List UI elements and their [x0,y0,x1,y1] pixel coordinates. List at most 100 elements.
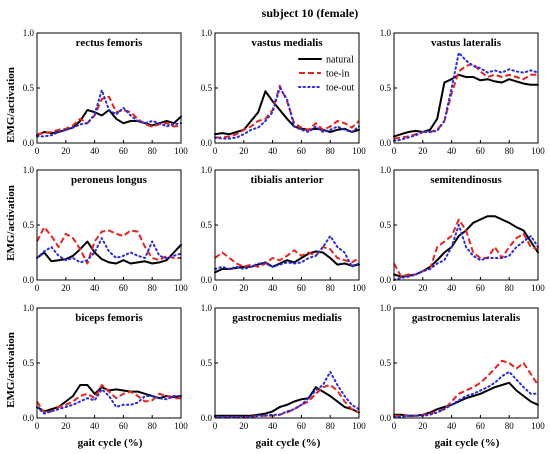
panel-peroneus-longus: peroneus longus 0 20 40 60 80 100 0.0 0.5 1.0 [23,165,189,293]
x-tick-label: 40 [268,146,278,156]
x-tick-label: 100 [174,283,188,293]
y-tick-label: 0.5 [23,220,35,230]
panel-title: gastrocnemius lateralis [412,312,521,324]
x-tick-label: 40 [90,421,100,431]
series-line-toe-in [393,62,538,140]
x-tick-label: 20 [239,283,249,293]
y-tick-label: 1.0 [380,303,392,313]
x-tick-label: 100 [352,283,366,293]
x-tick-label: 40 [90,146,100,156]
series-line-toe-out [214,235,360,270]
x-tick-label: 80 [326,146,336,156]
y-tick-label: 1.0 [23,303,35,313]
x-tick-label: 60 [119,421,129,431]
y-tick-label: 0.0 [23,138,35,148]
x-tick-label: 60 [119,283,129,293]
y-axis-label-row-1: EMG/activation [5,67,17,143]
y-tick-label: 0.5 [201,220,213,230]
y-tick-label: 0.5 [380,83,392,93]
panel-title: tibialis anterior [250,174,323,186]
x-tick-label: 60 [476,146,486,156]
panel-title: rectus femoris [76,37,143,49]
series-line-toe-in [394,359,539,417]
series-line-natural [214,386,360,417]
series-line-natural [214,250,360,274]
y-axis-label-row-3: EMG/activation [5,332,17,408]
y-tick-label: 0.0 [380,138,392,148]
plot-frame [36,169,182,281]
x-tick-label: 0 [392,283,397,293]
y-axis-label-row-2: EMG/activation [5,185,17,261]
x-tick-label: 80 [148,146,158,156]
series-line-toe-out [393,51,539,142]
y-tick-label: 0.5 [201,358,213,368]
y-tick-label: 0.0 [201,275,213,285]
series-line-toe-in [36,95,182,136]
y-tick-label: 0.5 [380,220,392,230]
x-tick-label: 60 [476,283,486,293]
x-tick-label: 20 [418,283,428,293]
x-tick-label: 100 [352,421,366,431]
x-tick-label: 80 [326,421,336,431]
y-tick-label: 1.0 [380,28,392,38]
series-line-natural [214,90,360,136]
x-tick-label: 20 [239,146,249,156]
x-tick-label: 20 [418,421,428,431]
y-tick-label: 1.0 [201,165,213,175]
x-tick-label: 0 [35,421,40,431]
legend: natural toe-in toe-out [298,55,355,94]
series-line-toe-in [36,384,181,414]
series-line-natural [393,73,539,138]
x-tick-label: 80 [505,146,515,156]
figure-title: subject 10 (female) [262,6,359,20]
panel-grid: rectus femoris 0 20 40 60 80 100 0.0 0.5 1.0 vastu… [23,28,546,431]
x-tick-label: 40 [268,421,278,431]
panel-title: biceps femoris [75,312,143,324]
y-tick-label: 0.5 [380,358,392,368]
series-line-toe-out [36,89,182,138]
panel-tibialis-anterior: tibialis anterior 0 20 40 60 80 100 0.0 0.5 1.0 [201,165,367,293]
panel-vastus-lateralis: vastus lateralis 0 20 40 60 80 100 0.0 0.5 1.0 [380,28,546,156]
x-tick-label: 20 [61,146,71,156]
x-tick-label: 20 [239,421,249,431]
series-line-toe-out [36,237,182,264]
x-tick-label: 20 [61,421,71,431]
series-line-toe-out [36,388,182,415]
plot-frame [393,32,539,144]
y-tick-label: 0.5 [23,83,35,93]
series-line-toe-out [214,87,360,140]
y-tick-label: 0.0 [201,138,213,148]
x-tick-label: 40 [90,283,100,293]
x-tick-label: 100 [531,146,545,156]
legend-label-toe-out: toe-out [326,83,355,94]
y-tick-label: 1.0 [23,28,35,38]
y-tick-label: 1.0 [23,165,35,175]
x-tick-label: 60 [297,283,307,293]
x-tick-label: 0 [213,283,218,293]
legend-label-natural: natural [326,55,354,66]
x-tick-label: 60 [297,146,307,156]
x-tick-label: 80 [148,421,158,431]
x-tick-label: 0 [392,146,397,156]
y-tick-label: 1.0 [201,303,213,313]
panel-title: gastrocnemius medialis [232,312,342,324]
y-tick-label: 0.0 [380,275,392,285]
x-tick-label: 60 [476,421,486,431]
y-tick-label: 0.0 [201,413,213,423]
plot-frame [36,32,182,144]
series-line-toe-out [393,370,539,418]
panel-gastrocnemius-medialis: gastrocnemius medialis 0 20 40 60 80 100 0.0 0.5… [201,303,367,431]
x-tick-label: 100 [531,421,545,431]
series-line-natural [36,240,182,265]
x-tick-label: 100 [352,146,366,156]
panel-title: vastus medialis [251,37,323,49]
x-tick-label: 40 [447,146,457,156]
x-tick-label: 80 [326,283,336,293]
series-line-natural [393,381,539,417]
panel-rectus-femoris: rectus femoris 0 20 40 60 80 100 0.0 0.5 1.0 [23,28,189,156]
x-tick-label: 0 [213,146,218,156]
panel-gastrocnemius-lateralis: gastrocnemius lateralis 0 20 40 60 80 100 0.0 0.… [380,303,546,431]
y-tick-label: 0.0 [23,275,35,285]
x-tick-label: 40 [268,283,278,293]
